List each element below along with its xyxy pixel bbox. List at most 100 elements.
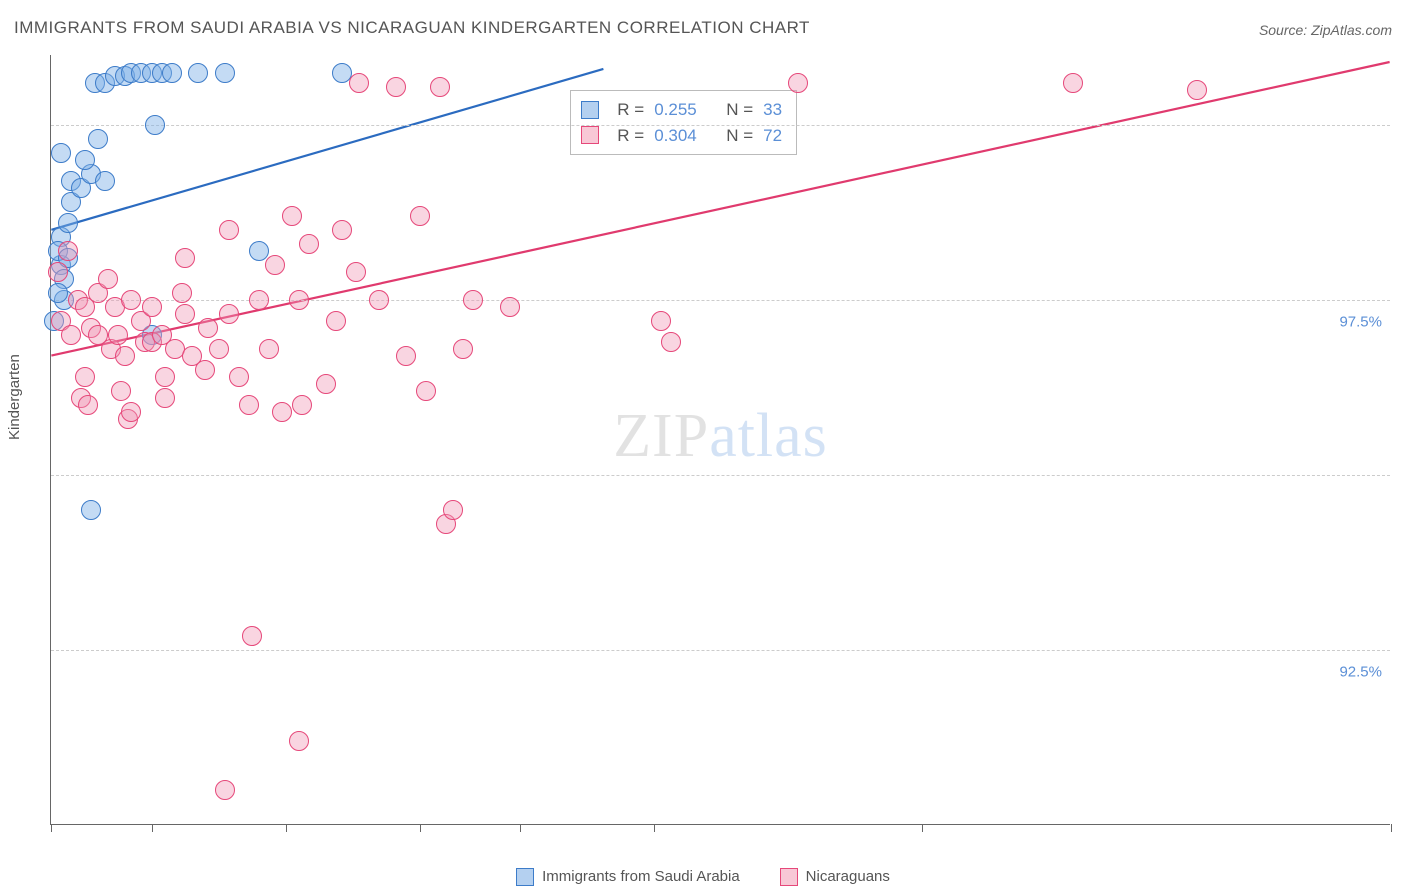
- scatter-point: [265, 255, 285, 275]
- scatter-point: [145, 115, 165, 135]
- watermark: ZIPatlas: [613, 400, 828, 471]
- scatter-point: [316, 374, 336, 394]
- regression-line: [51, 69, 603, 230]
- gridline: [51, 650, 1390, 651]
- scatter-point: [75, 367, 95, 387]
- scatter-point: [239, 395, 259, 415]
- scatter-point: [500, 297, 520, 317]
- scatter-point: [416, 381, 436, 401]
- x-tick-mark: [1391, 824, 1392, 832]
- x-tick-mark: [152, 824, 153, 832]
- scatter-point: [349, 73, 369, 93]
- scatter-point: [289, 731, 309, 751]
- scatter-point: [1063, 73, 1083, 93]
- scatter-point: [430, 77, 450, 97]
- scatter-point: [332, 220, 352, 240]
- legend-swatch: [581, 101, 599, 119]
- scatter-point: [195, 360, 215, 380]
- scatter-point: [111, 381, 131, 401]
- bottom-legend: Immigrants from Saudi Arabia Nicaraguans: [0, 868, 1406, 886]
- correlation-row: R = 0.304 N = 72: [581, 123, 782, 149]
- scatter-point: [249, 290, 269, 310]
- n-value: 33: [763, 97, 782, 123]
- scatter-point: [78, 395, 98, 415]
- legend-swatch: [780, 868, 798, 886]
- gridline: [51, 475, 1390, 476]
- correlation-row: R = 0.255 N = 33: [581, 97, 782, 123]
- legend-item: Immigrants from Saudi Arabia: [516, 868, 740, 886]
- n-label: N =: [726, 97, 753, 123]
- scatter-point: [155, 367, 175, 387]
- scatter-point: [661, 332, 681, 352]
- legend-swatch: [516, 868, 534, 886]
- scatter-point: [115, 346, 135, 366]
- scatter-point: [142, 297, 162, 317]
- scatter-point: [198, 318, 218, 338]
- scatter-point: [410, 206, 430, 226]
- scatter-point: [453, 339, 473, 359]
- scatter-point: [1187, 80, 1207, 100]
- scatter-point: [75, 150, 95, 170]
- scatter-point: [209, 339, 229, 359]
- scatter-point: [242, 626, 262, 646]
- scatter-point: [215, 63, 235, 83]
- n-label: N =: [726, 123, 753, 149]
- correlation-legend: R = 0.255 N = 33 R = 0.304 N = 72: [570, 90, 797, 155]
- scatter-point: [121, 290, 141, 310]
- y-tick-label: 92.5%: [1339, 664, 1382, 681]
- scatter-point: [58, 213, 78, 233]
- legend-label: Immigrants from Saudi Arabia: [542, 868, 740, 885]
- chart-source: Source: ZipAtlas.com: [1259, 22, 1392, 38]
- scatter-point: [81, 500, 101, 520]
- scatter-point: [249, 241, 269, 261]
- x-tick-mark: [520, 824, 521, 832]
- scatter-point: [272, 402, 292, 422]
- scatter-point: [48, 262, 68, 282]
- scatter-point: [386, 77, 406, 97]
- scatter-point: [88, 129, 108, 149]
- r-label: R =: [617, 97, 644, 123]
- x-tick-mark: [51, 824, 52, 832]
- scatter-point: [788, 73, 808, 93]
- scatter-point: [219, 304, 239, 324]
- r-label: R =: [617, 123, 644, 149]
- x-tick-mark: [420, 824, 421, 832]
- watermark-part: ZIP: [613, 401, 709, 469]
- scatter-point: [396, 346, 416, 366]
- scatter-point: [259, 339, 279, 359]
- scatter-point: [289, 290, 309, 310]
- scatter-point: [172, 283, 192, 303]
- scatter-point: [48, 283, 68, 303]
- scatter-point: [155, 388, 175, 408]
- scatter-point: [175, 304, 195, 324]
- scatter-point: [175, 248, 195, 268]
- x-tick-mark: [922, 824, 923, 832]
- r-value: 0.255: [654, 97, 697, 123]
- legend-label: Nicaraguans: [806, 868, 890, 885]
- scatter-point: [463, 290, 483, 310]
- scatter-point: [292, 395, 312, 415]
- scatter-point: [346, 262, 366, 282]
- scatter-point: [98, 269, 118, 289]
- scatter-point: [369, 290, 389, 310]
- scatter-point: [443, 500, 463, 520]
- scatter-point: [282, 206, 302, 226]
- scatter-point: [162, 63, 182, 83]
- scatter-point: [215, 780, 235, 800]
- chart-title: IMMIGRANTS FROM SAUDI ARABIA VS NICARAGU…: [14, 18, 810, 38]
- scatter-point: [51, 143, 71, 163]
- scatter-point: [188, 63, 208, 83]
- legend-swatch: [581, 126, 599, 144]
- chart-container: IMMIGRANTS FROM SAUDI ARABIA VS NICARAGU…: [0, 0, 1406, 892]
- scatter-point: [299, 234, 319, 254]
- scatter-point: [229, 367, 249, 387]
- scatter-point: [651, 311, 671, 331]
- scatter-point: [61, 325, 81, 345]
- plot-svg: [51, 55, 1390, 824]
- x-tick-mark: [286, 824, 287, 832]
- r-value: 0.304: [654, 123, 697, 149]
- gridline: [51, 125, 1390, 126]
- n-value: 72: [763, 123, 782, 149]
- legend-item: Nicaraguans: [780, 868, 890, 886]
- plot-area: ZIPatlas R = 0.255 N = 33 R = 0.304 N = 72 92…: [50, 55, 1390, 825]
